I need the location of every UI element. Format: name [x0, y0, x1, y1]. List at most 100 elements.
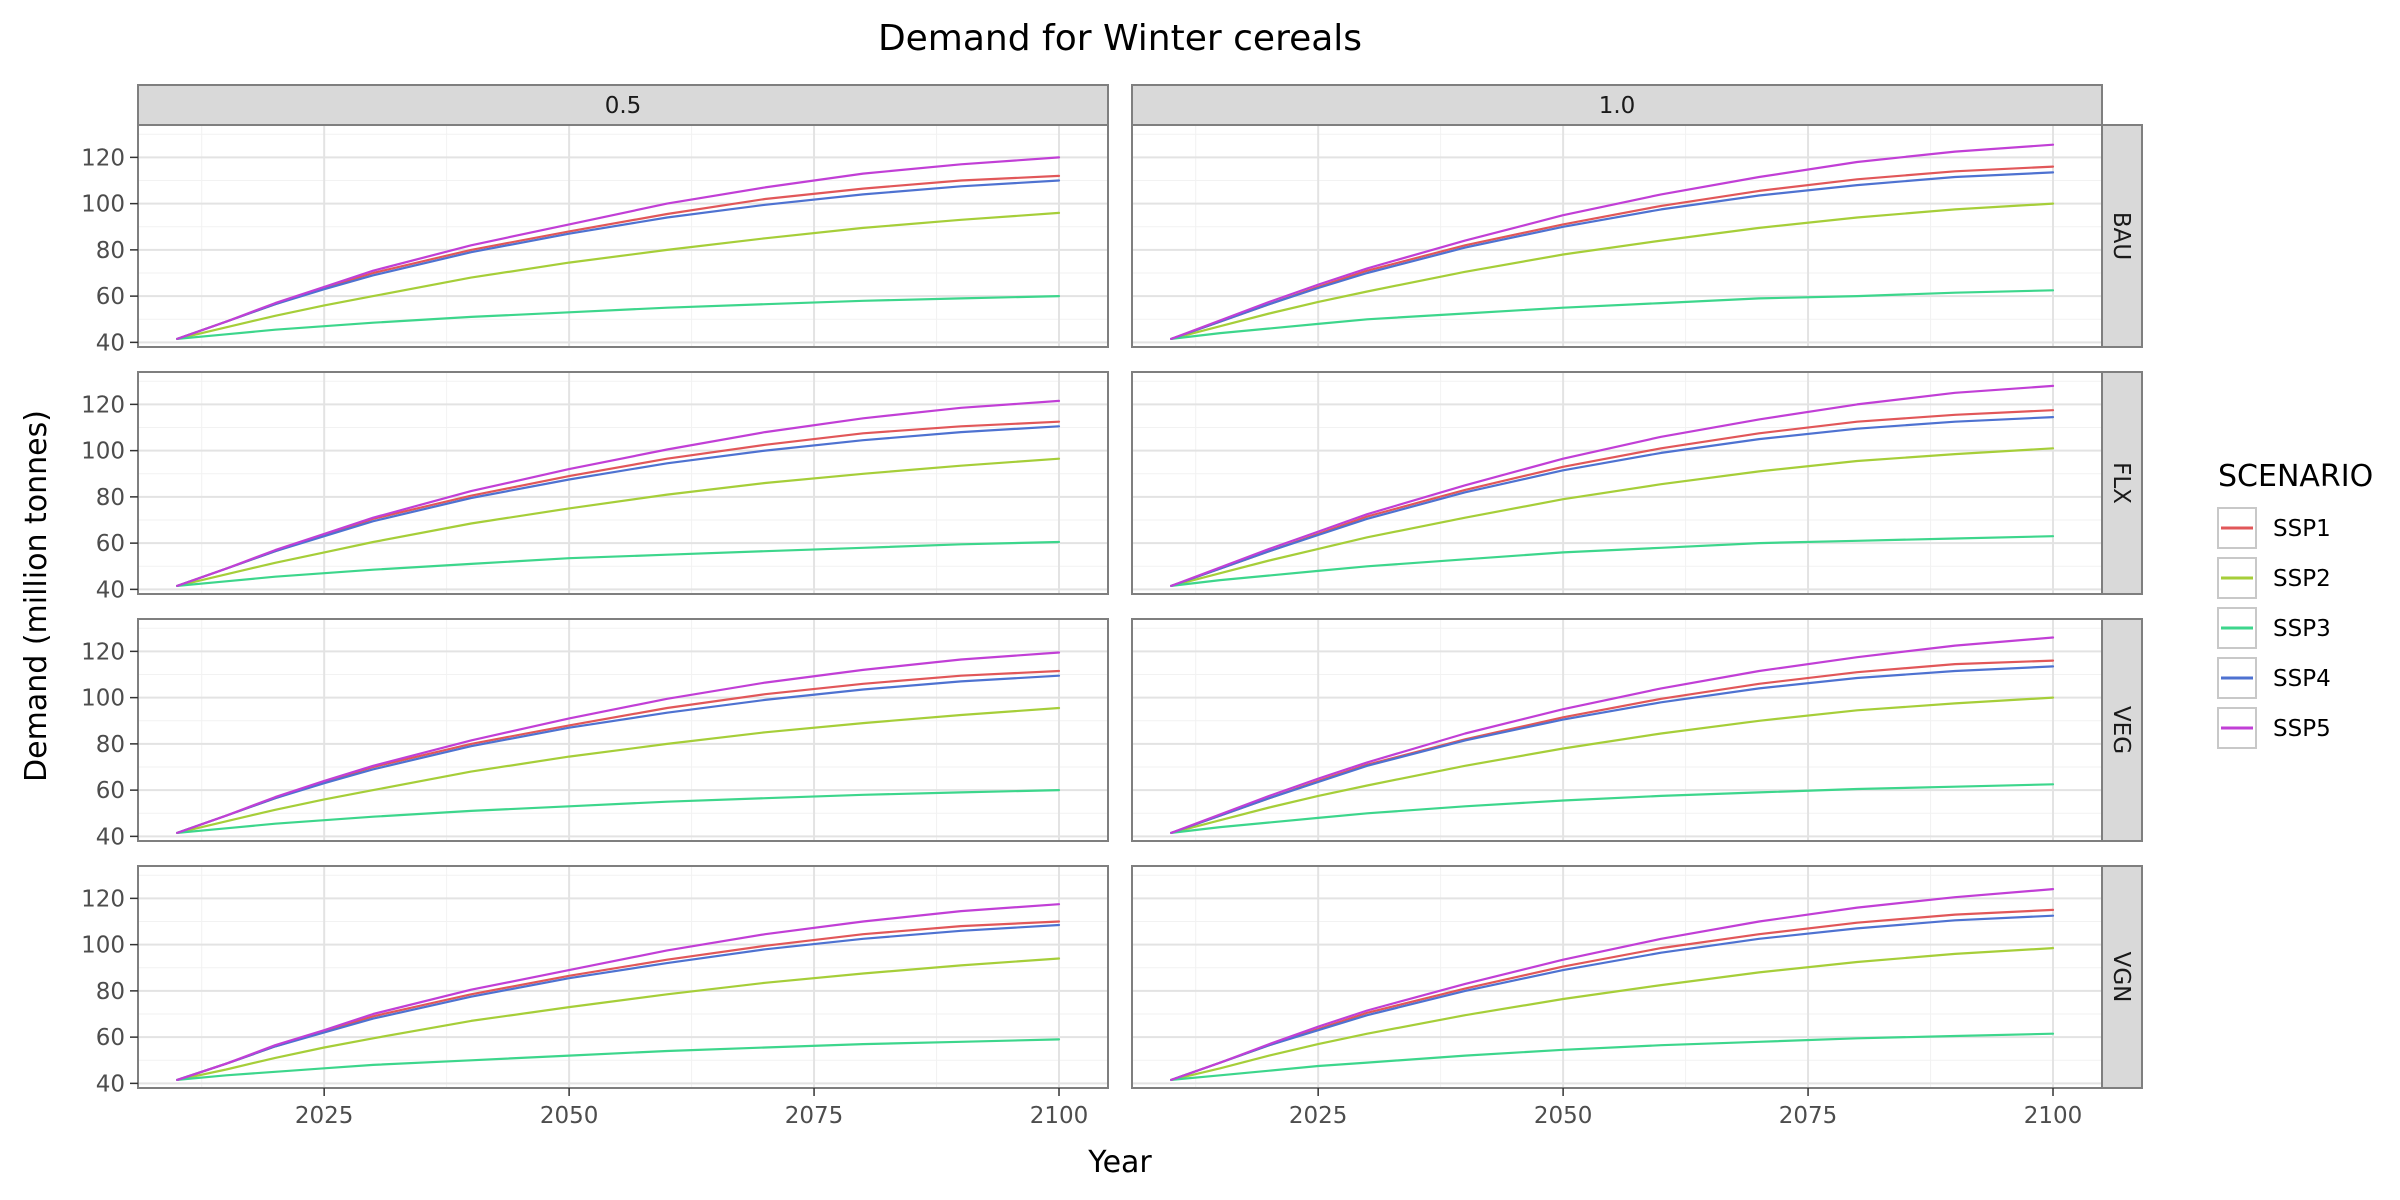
x-tick-label: 2075 — [785, 1103, 844, 1129]
series-line-ssp5 — [1170, 143, 2055, 340]
panel-border — [137, 124, 1109, 348]
legend-label: SSP4 — [2273, 666, 2331, 692]
y-tick-label: 100 — [81, 192, 125, 218]
panel-bau-0_5: 40 60 80 100 120 — [81, 124, 1109, 356]
y-tick-label: 80 — [96, 485, 125, 511]
facet-strip-row-label: BAU — [2108, 212, 2134, 260]
x-tick-label: 2025 — [1289, 1103, 1348, 1129]
y-tick-label: 100 — [81, 439, 125, 465]
series-line-ssp5 — [176, 156, 1061, 340]
y-tick-label: 80 — [96, 238, 125, 264]
panel-border — [1131, 124, 2103, 348]
series-line-ssp3 — [176, 1038, 1061, 1082]
series-line-ssp2 — [176, 706, 1061, 835]
y-tick-label: 80 — [96, 979, 125, 1005]
y-tick-label: 60 — [96, 778, 125, 804]
panel-background — [1132, 866, 2102, 1088]
y-tick-label: 80 — [96, 732, 125, 758]
y-tick-label: 40 — [96, 577, 125, 603]
facet-strip-col — [1131, 84, 2103, 126]
panel-vgn-0_5: 40 60 80 100 120 2025 2050 2075 2100 — [81, 865, 1109, 1129]
x-tick-label: 2100 — [1030, 1103, 1089, 1129]
series-line-ssp2 — [1170, 946, 2055, 1082]
legend-label: SSP1 — [2273, 516, 2331, 542]
series-line-ssp3 — [1170, 783, 2055, 835]
facet-strip-col-label: 0.5 — [605, 93, 642, 119]
legend-title: SCENARIO — [2218, 459, 2373, 494]
panel-border — [1131, 865, 2103, 1089]
series-line-ssp2 — [1170, 202, 2055, 340]
series-line-ssp3 — [176, 540, 1061, 588]
series-line-ssp3 — [176, 788, 1061, 835]
legend-item-ssp5: SSP5 — [2217, 707, 2331, 749]
y-tick-label: 120 — [81, 886, 125, 912]
series-line-ssp3 — [1170, 1032, 2055, 1082]
legend-item-ssp2: SSP2 — [2217, 557, 2331, 599]
panel-background — [1132, 372, 2102, 594]
series-line-ssp2 — [176, 211, 1061, 340]
y-tick-label: 40 — [96, 1071, 125, 1097]
panel-border — [1131, 371, 2103, 595]
series-line-ssp2 — [176, 957, 1061, 1082]
y-tick-label: 60 — [96, 1025, 125, 1051]
series-line-ssp2 — [1170, 696, 2055, 835]
x-tick-label: 2075 — [1779, 1103, 1838, 1129]
panel-border — [1131, 618, 2103, 842]
facet-strip-row — [2101, 371, 2143, 595]
series-line-ssp2 — [1170, 447, 2055, 588]
facet-strip-row-label: VEG — [2108, 706, 2134, 754]
facet-strip-row-label: VGN — [2108, 952, 2134, 1003]
panel-background — [138, 866, 1108, 1088]
x-tick-label: 2050 — [540, 1103, 599, 1129]
chart-title: Demand for Winter cereals — [878, 18, 1362, 59]
x-tick-label: 2050 — [1534, 1103, 1593, 1129]
series-line-ssp3 — [1170, 289, 2055, 340]
panel-background — [1132, 619, 2102, 841]
y-tick-label: 120 — [81, 392, 125, 418]
panel-border — [137, 618, 1109, 842]
panel-flx-1_0 — [1131, 371, 2103, 595]
y-tick-label: 120 — [81, 145, 125, 171]
series-line-ssp5 — [176, 651, 1061, 835]
x-tick-label: 2025 — [295, 1103, 354, 1129]
series-line-ssp5 — [176, 399, 1061, 588]
panel-bau-1_0 — [1131, 124, 2103, 348]
y-tick-label: 100 — [81, 686, 125, 712]
y-tick-label: 120 — [81, 639, 125, 665]
legend-item-ssp1: SSP1 — [2217, 507, 2331, 549]
legend: SCENARIO SSP1 SSP2 SSP3 SSP4 SSP5 — [2217, 459, 2373, 749]
panel-border — [137, 371, 1109, 595]
panel-veg-1_0 — [1131, 618, 2103, 842]
y-tick-label: 40 — [96, 330, 125, 356]
legend-label: SSP2 — [2273, 566, 2331, 592]
series-line-ssp5 — [1170, 636, 2055, 835]
legend-label: SSP5 — [2273, 716, 2331, 742]
series-line-ssp4 — [1170, 665, 2055, 835]
facet-strip-row-label: FLX — [2108, 462, 2134, 504]
panel-flx-0_5: 40 60 80 100 120 — [81, 371, 1109, 603]
series-line-ssp5 — [1170, 384, 2055, 588]
panel-border — [137, 865, 1109, 1089]
x-tick-label: 2100 — [2024, 1103, 2083, 1129]
y-axis-title: Demand (million tonnes) — [19, 410, 54, 782]
facet-strip-row — [2101, 618, 2143, 842]
facet-strip-row — [2101, 124, 2143, 348]
legend-item-ssp3: SSP3 — [2217, 607, 2331, 649]
series-line-ssp4 — [1170, 171, 2055, 340]
y-tick-label: 60 — [96, 284, 125, 310]
series-line-ssp3 — [1170, 535, 2055, 588]
y-tick-label: 100 — [81, 933, 125, 959]
x-axis-title: Year — [1087, 1145, 1152, 1180]
y-tick-label: 40 — [96, 824, 125, 850]
series-line-ssp2 — [176, 457, 1061, 588]
legend-item-ssp4: SSP4 — [2217, 657, 2331, 699]
facet-panels: 0.5 1.0 BAU FLX VEG VGN 40 60 80 100 120 40 60 80 100 1… — [81, 84, 2143, 1129]
facet-strip-col-label: 1.0 — [1599, 93, 1636, 119]
panel-vgn-1_0: 2025 2050 2075 2100 — [1131, 865, 2103, 1129]
facet-strip-col — [137, 84, 1109, 126]
panel-veg-0_5: 40 60 80 100 120 — [81, 618, 1109, 850]
panel-background — [1132, 125, 2102, 347]
series-line-ssp3 — [176, 295, 1061, 340]
y-tick-label: 60 — [96, 531, 125, 557]
